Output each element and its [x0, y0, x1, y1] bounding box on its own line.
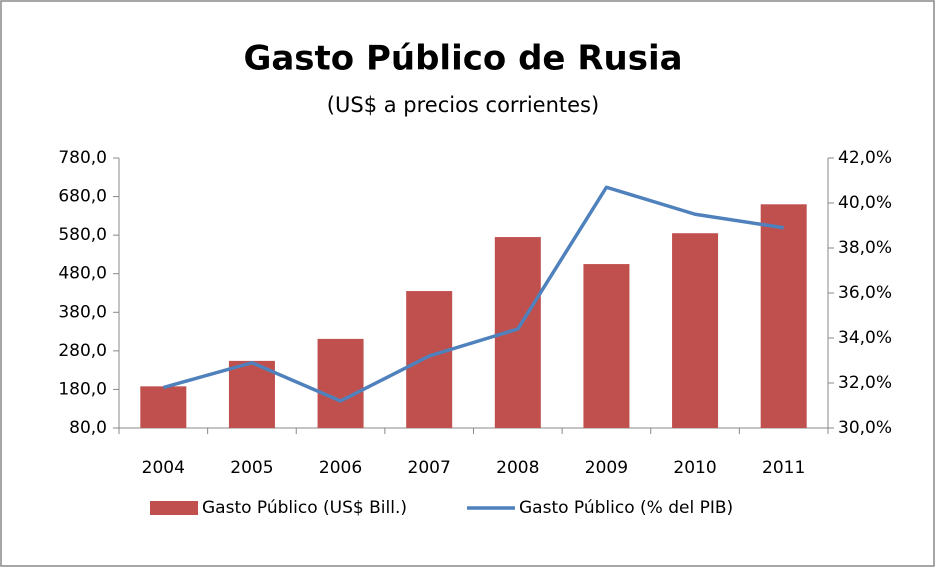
- y-tick-label: 80,0: [69, 418, 107, 438]
- y2-tick-label: 32,0%: [838, 373, 892, 393]
- chart-subtitle: (US$ a precios corrientes): [327, 93, 599, 117]
- x-tick-label: 2005: [230, 458, 273, 478]
- y-tick-label: 180,0: [58, 379, 107, 399]
- x-tick-label: 2009: [585, 458, 628, 478]
- x-tick-label: 2011: [762, 458, 805, 478]
- bar: [317, 338, 364, 428]
- bar: [140, 386, 187, 428]
- y2-tick-label: 34,0%: [838, 328, 892, 348]
- y2-tick-label: 38,0%: [838, 238, 892, 258]
- x-tick-label: 2007: [408, 458, 451, 478]
- y2-tick-label: 30,0%: [838, 418, 892, 438]
- bar: [406, 291, 453, 428]
- y-tick-label: 480,0: [58, 264, 107, 284]
- bar: [760, 204, 807, 428]
- x-tick-label: 2010: [673, 458, 716, 478]
- x-tick-label: 2006: [319, 458, 362, 478]
- y2-tick-label: 40,0%: [838, 193, 892, 213]
- x-tick-label: 2008: [496, 458, 539, 478]
- legend-swatch: [150, 501, 198, 515]
- x-tick-label: 2004: [142, 458, 185, 478]
- y2-tick-label: 36,0%: [838, 283, 892, 303]
- y-tick-label: 280,0: [58, 341, 107, 361]
- bar: [583, 264, 630, 428]
- bar: [672, 233, 719, 428]
- y-tick-label: 780,0: [58, 148, 107, 168]
- chart-title: Gasto Público de Rusia: [243, 39, 682, 79]
- y-tick-label: 580,0: [58, 225, 107, 245]
- y2-tick-label: 42,0%: [838, 148, 892, 168]
- y-tick-label: 380,0: [58, 302, 107, 322]
- legend-label: Gasto Público (US$ Bill.): [202, 498, 407, 518]
- legend-label: Gasto Público (% del PIB): [519, 498, 733, 518]
- bar: [228, 360, 275, 428]
- line: [162, 185, 784, 403]
- y-tick-label: 680,0: [58, 187, 107, 207]
